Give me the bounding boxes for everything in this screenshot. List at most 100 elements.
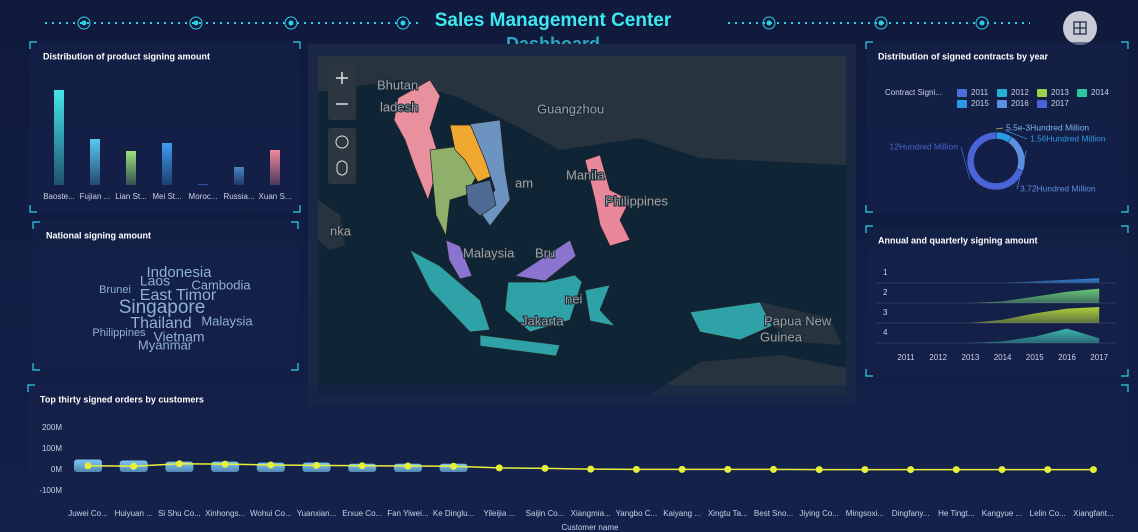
x-tick-label: Juwei Co... <box>68 509 108 518</box>
map-label: ladesh <box>380 99 418 114</box>
word: Indonesia <box>146 264 212 281</box>
ring <box>975 16 989 30</box>
panel-title: Distribution of signed contracts by year <box>878 51 1049 61</box>
dot <box>878 20 884 26</box>
tool-box[interactable] <box>328 128 356 184</box>
country[interactable] <box>689 301 773 341</box>
row-label: 3 <box>883 308 888 317</box>
x-tick-label: Kangyue ... <box>982 509 1022 518</box>
x-tick-label: Xiangmia... <box>571 509 611 518</box>
dot <box>193 20 199 26</box>
corner-bracket <box>865 41 873 49</box>
country[interactable] <box>465 179 497 217</box>
legend-label: 2016 <box>1011 99 1029 108</box>
row-label: 2 <box>883 288 888 297</box>
country[interactable] <box>584 154 631 247</box>
line-point <box>221 460 229 468</box>
data-label: 3.72Hundred Million <box>1020 183 1096 193</box>
x-tick-label: Mei St... <box>152 192 181 201</box>
x-tick-label: 2017 <box>1090 353 1108 362</box>
country[interactable] <box>514 239 577 282</box>
country[interactable] <box>584 284 617 327</box>
y-tick-label: -100M <box>39 486 62 495</box>
area <box>906 328 1100 343</box>
bar <box>198 184 208 185</box>
corner-bracket <box>29 205 37 213</box>
menu-button[interactable] <box>1063 11 1097 45</box>
x-tick-label: Lian St... <box>115 192 147 201</box>
corner-bracket <box>865 369 873 377</box>
x-tick-label: Xinhongs... <box>205 509 245 518</box>
word: Philippines <box>92 327 146 339</box>
land <box>318 200 345 250</box>
ring <box>189 16 203 30</box>
donut-slice <box>966 131 1024 191</box>
area <box>906 278 1100 283</box>
panel-title: Annual and quarterly signing amount <box>878 235 1038 245</box>
word: Myanmar <box>138 337 193 352</box>
x-tick-label: Fujian ... <box>80 192 111 201</box>
x-tick-label: Kaiyang ... <box>663 509 701 518</box>
legend-label: 2012 <box>1011 88 1029 97</box>
ring <box>396 16 410 30</box>
map[interactable]: Bhutan ladesh Guangzhou am ManilaPhilippines… <box>308 44 856 405</box>
line-point <box>450 462 458 470</box>
x-tick-label: Xingtu Ta... <box>708 509 748 518</box>
row-label: 1 <box>883 268 888 277</box>
header-decoration <box>45 16 1030 30</box>
corner-bracket <box>1121 369 1129 377</box>
panel <box>30 42 300 212</box>
line-point <box>770 465 777 473</box>
country[interactable] <box>469 119 511 227</box>
legend-swatch <box>1037 89 1047 97</box>
panel-title: Distribution of product signing amount <box>43 51 210 61</box>
mouse-icon[interactable] <box>336 160 348 176</box>
line-point <box>541 464 549 472</box>
line-point <box>495 464 503 472</box>
land <box>760 302 842 345</box>
corner-bracket <box>291 221 299 229</box>
line-point <box>404 462 412 470</box>
line-point <box>84 462 92 470</box>
line-point <box>632 465 640 473</box>
corner-bracket <box>293 41 301 49</box>
x-tick-label: 2013 <box>962 353 980 362</box>
word: Singapore <box>119 297 206 318</box>
x-tick-label: Russia... <box>223 192 254 201</box>
country[interactable] <box>409 249 491 333</box>
bar <box>54 90 64 185</box>
y-tick-label: 0M <box>51 465 62 474</box>
corner-bracket <box>1121 205 1129 213</box>
country[interactable] <box>504 274 583 333</box>
row-label: 4 <box>883 328 888 337</box>
map-label: nei <box>565 291 582 306</box>
map-label: Papua New <box>764 313 832 328</box>
compass[interactable] <box>335 135 349 149</box>
legend-swatch <box>997 100 1007 108</box>
word: Thailand <box>130 315 191 332</box>
legend-swatch <box>957 100 967 108</box>
x-tick-label: Mingsoxi... <box>846 509 884 518</box>
line-point <box>130 462 138 470</box>
country[interactable] <box>445 239 473 280</box>
corner-bracket <box>291 363 299 371</box>
land <box>318 56 846 165</box>
map-label: nka <box>330 223 352 238</box>
panel <box>28 385 1128 532</box>
x-tick-label: 2011 <box>897 353 915 362</box>
country[interactable] <box>479 334 561 357</box>
line-point <box>587 465 595 473</box>
dot <box>400 20 406 26</box>
zoom-controls[interactable] <box>328 64 356 184</box>
leader-line <box>1004 129 1028 140</box>
leader-line <box>960 146 971 180</box>
x-tick-label: Erxue Co... <box>342 509 382 518</box>
data-label: 12Hundred Million <box>889 141 958 151</box>
word: Cambodia <box>191 277 251 292</box>
line-point <box>678 465 686 473</box>
panel <box>33 222 298 370</box>
line-point <box>358 462 366 470</box>
x-tick-label: Xuan S... <box>259 192 292 201</box>
zoom-box[interactable] <box>328 64 356 120</box>
